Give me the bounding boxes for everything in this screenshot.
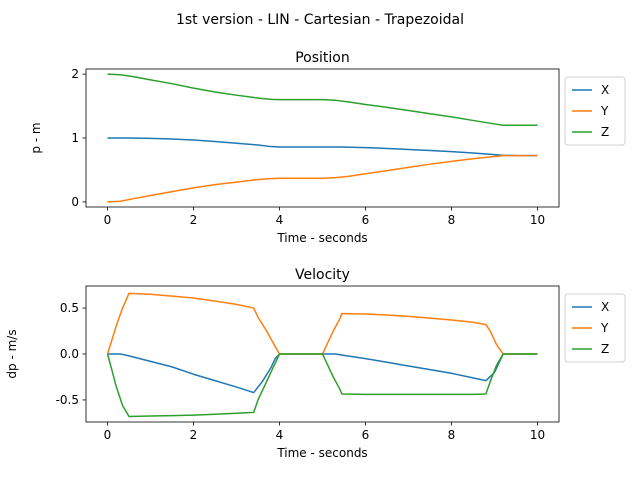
legend-label-y: Y [600, 104, 609, 118]
legend-label-y: Y [600, 321, 609, 335]
y-tick-label: 0.5 [60, 301, 79, 315]
x-tick-label: 10 [530, 428, 545, 442]
x-tick-label: 6 [362, 428, 370, 442]
legend-box [564, 76, 626, 146]
y-axis-label: dp - m/s [5, 329, 19, 378]
x-axis-label: Time - seconds [276, 231, 367, 245]
y-tick-label: 0 [71, 195, 79, 209]
x-tick-label: 8 [448, 428, 456, 442]
y-tick-label: 0.0 [60, 347, 79, 361]
x-tick-label: 2 [190, 428, 198, 442]
chart-title: Velocity [295, 267, 350, 283]
chart-position: Position 0 2 4 6 8 10 0 1 2 Time - seconds p - m XYZ [29, 50, 626, 245]
x-tick-label: 0 [104, 428, 112, 442]
y-tick-label: 1 [71, 131, 79, 145]
y-tick-label: 2 [71, 67, 79, 81]
figure-suptitle: 1st version - LIN - Cartesian - Trapezoi… [176, 12, 464, 28]
legend: XYZ [564, 76, 626, 146]
x-tick-label: 2 [190, 213, 198, 227]
x-tick-label: 4 [276, 213, 284, 227]
legend-box [564, 293, 626, 363]
x-tick-label: 4 [276, 428, 284, 442]
x-tick-label: 6 [362, 213, 370, 227]
x-tick-label: 8 [448, 213, 456, 227]
legend-label-x: X [601, 83, 609, 97]
series-line-z [107, 73, 538, 126]
y-tick-label: -0.5 [56, 393, 79, 407]
series-line-z [106, 353, 538, 418]
y-axis-label: p - m [29, 122, 43, 153]
x-tick-label: 10 [530, 213, 545, 227]
legend: XYZ [564, 293, 626, 363]
chart-title: Position [295, 50, 350, 66]
x-axis-label: Time - seconds [276, 446, 367, 460]
series-line-x [107, 137, 538, 157]
series-line-y [107, 154, 538, 203]
x-tick-label: 0 [104, 213, 112, 227]
legend-label-z: Z [601, 125, 609, 139]
chart-velocity: Velocity 0 2 4 6 8 10 -0.5 0.0 0.5 Time - seconds d… [5, 267, 626, 460]
legend-label-z: Z [601, 342, 609, 356]
legend-label-x: X [601, 300, 609, 314]
